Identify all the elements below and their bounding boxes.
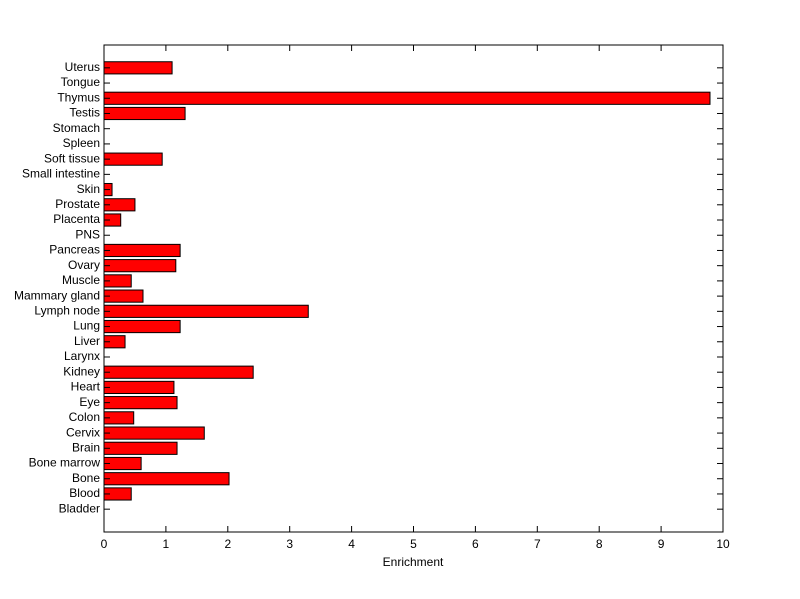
y-tick-label: Spleen xyxy=(63,136,100,150)
y-tick-label: Muscle xyxy=(62,273,100,287)
y-tick-label: Pancreas xyxy=(49,243,100,257)
bar xyxy=(103,243,181,258)
bar xyxy=(103,61,173,75)
y-tick-label: Mammary gland xyxy=(14,288,100,302)
y-tick-label: Colon xyxy=(69,410,100,424)
plot-frame xyxy=(103,44,724,533)
x-tick-label: 5 xyxy=(410,537,417,551)
y-tick-label: Eye xyxy=(79,395,100,409)
bar xyxy=(103,91,711,105)
y-tick-label: Larynx xyxy=(64,349,100,363)
y-tick-label: Bladder xyxy=(59,501,100,515)
x-tick-label: 6 xyxy=(472,537,479,551)
x-tick-label: 8 xyxy=(596,537,603,551)
y-tick-label: Soft tissue xyxy=(44,151,100,165)
x-tick-label: 4 xyxy=(348,537,355,551)
y-tick-label: Ovary xyxy=(68,258,100,272)
y-tick-label: Prostate xyxy=(55,197,100,211)
y-tick-label: Placenta xyxy=(53,212,100,226)
y-tick-label: Brain xyxy=(72,440,100,454)
y-tick-label: PNS xyxy=(75,227,100,241)
y-tick-label: Uterus xyxy=(65,60,100,74)
x-tick-label: 9 xyxy=(658,537,665,551)
bar xyxy=(103,152,163,166)
bar xyxy=(103,472,230,486)
y-tick-label: Blood xyxy=(69,486,100,500)
y-tick-label: Heart xyxy=(71,380,101,394)
bar xyxy=(103,106,186,121)
bar xyxy=(103,441,178,455)
x-axis-label: Enrichment xyxy=(383,555,444,569)
y-tick-label: Kidney xyxy=(63,364,100,378)
y-tick-label: Thymus xyxy=(57,90,100,104)
bar xyxy=(103,365,254,379)
x-tick-label: 7 xyxy=(534,537,541,551)
x-tick-label: 2 xyxy=(224,537,231,551)
bar xyxy=(103,396,178,410)
y-tick-label: Tongue xyxy=(61,75,101,89)
y-tick-label: Small intestine xyxy=(22,167,100,181)
y-tick-label: Cervix xyxy=(66,425,100,439)
bar xyxy=(103,304,309,318)
y-tick-label: Stomach xyxy=(53,121,100,135)
y-tick-label: Bone xyxy=(72,471,100,485)
bar xyxy=(103,426,205,440)
y-tick-label: Skin xyxy=(77,182,100,196)
bar xyxy=(103,319,181,334)
bar xyxy=(103,259,177,273)
y-tick-label: Testis xyxy=(69,106,100,120)
y-tick-label: Liver xyxy=(74,334,100,348)
y-tick-label: Lung xyxy=(73,319,100,333)
y-tick-label: Lymph node xyxy=(34,304,100,318)
x-tick-label: 10 xyxy=(716,537,730,551)
y-tick-label: Bone marrow xyxy=(29,456,101,470)
x-tick-label: 3 xyxy=(286,537,293,551)
bar xyxy=(103,380,175,395)
x-tick-label: 1 xyxy=(163,537,170,551)
x-tick-label: 0 xyxy=(101,537,108,551)
